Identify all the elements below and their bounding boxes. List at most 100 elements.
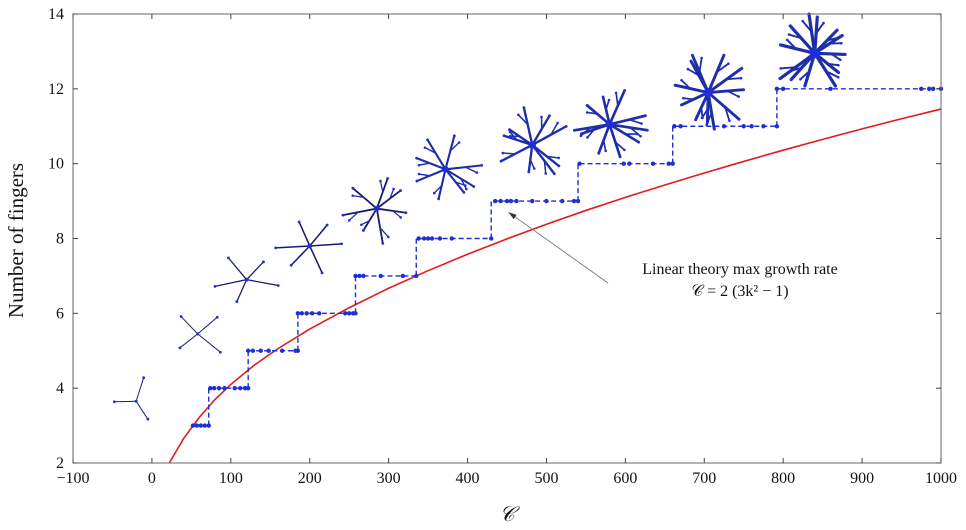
pattern-tip	[340, 242, 343, 246]
pattern-branch	[788, 66, 803, 73]
pattern-branch	[605, 99, 610, 111]
step-point	[222, 385, 227, 391]
pattern-branch	[433, 184, 443, 194]
step-point	[672, 124, 677, 129]
step-point	[449, 236, 454, 241]
step-point	[202, 423, 207, 428]
pattern-branch	[586, 111, 599, 115]
pattern-tip	[604, 149, 607, 153]
pattern-tip	[801, 19, 805, 23]
pattern-tip	[712, 127, 716, 131]
pattern-tip	[179, 315, 183, 318]
pattern-finger	[342, 207, 378, 217]
pattern-branch	[687, 68, 700, 77]
pattern-finger	[573, 123, 611, 132]
pattern-branch	[418, 162, 431, 166]
pattern-tip	[426, 138, 430, 142]
step-point	[530, 198, 535, 204]
pattern-tip	[472, 185, 476, 188]
pattern-tip	[517, 113, 520, 117]
step-point	[194, 423, 200, 428]
pattern-tip	[585, 104, 589, 107]
pattern-finger	[437, 168, 447, 200]
step-point	[353, 311, 358, 316]
pattern-finger	[522, 106, 534, 147]
step-point	[508, 198, 514, 204]
pattern-tip	[381, 241, 385, 245]
pattern-branch	[389, 188, 395, 200]
pattern-finger	[362, 207, 378, 232]
pattern-tip	[262, 260, 265, 264]
pattern-tip	[728, 119, 731, 123]
pattern-finger	[706, 91, 716, 131]
pattern-tip	[540, 115, 543, 119]
pattern-branch	[614, 141, 626, 151]
step-point	[429, 236, 435, 241]
pattern-tip	[843, 53, 847, 56]
pattern-tip	[682, 96, 685, 100]
pattern-tip	[399, 189, 402, 192]
pattern-finger	[778, 43, 817, 55]
pattern-finger	[690, 53, 710, 95]
pattern-tip	[404, 211, 408, 215]
pattern-tip	[347, 219, 351, 222]
pattern-branch	[543, 160, 547, 175]
pattern-finger	[444, 164, 483, 171]
pattern-branch	[517, 114, 529, 126]
pattern-tip	[325, 223, 329, 227]
step-point	[245, 385, 251, 391]
pattern-branch	[629, 126, 642, 138]
pattern-center	[244, 277, 249, 282]
step-point	[421, 236, 427, 241]
pattern-tip	[840, 34, 844, 37]
pattern-tip	[351, 194, 355, 197]
step-point	[437, 236, 443, 241]
pattern-branch	[424, 146, 437, 154]
y-axis-label: Number of fingers	[4, 163, 28, 318]
pattern-tip	[815, 15, 819, 19]
pattern-tip	[399, 216, 402, 219]
step-point	[425, 236, 431, 241]
step-point	[919, 86, 924, 92]
pattern-branch	[799, 70, 811, 81]
pattern-finger	[813, 51, 847, 57]
step-point	[400, 273, 406, 279]
pattern-branch	[602, 139, 607, 152]
pattern-tip	[779, 43, 782, 47]
pattern-tip	[415, 156, 419, 160]
pattern-12-fingers	[778, 12, 847, 88]
pattern-11-fingers	[673, 53, 745, 131]
step-point	[926, 86, 932, 92]
pattern-tip	[837, 75, 840, 79]
pattern-tip	[274, 246, 278, 250]
pattern-tip	[727, 62, 730, 66]
pattern-tip	[415, 179, 419, 183]
pattern-branch	[460, 178, 468, 190]
step-point	[498, 198, 503, 204]
pattern-tip	[235, 300, 239, 303]
pattern-finger	[375, 177, 389, 210]
x-tick-label: 1000	[925, 470, 957, 487]
pattern-tip	[213, 284, 217, 288]
pattern-tip	[417, 172, 421, 176]
pattern-tip	[785, 38, 789, 42]
step-point	[666, 161, 671, 166]
pattern-center	[134, 399, 138, 403]
pattern-finger	[608, 123, 640, 144]
pattern-finger	[789, 51, 817, 82]
pattern-tip	[437, 197, 441, 201]
pattern-tip	[585, 111, 589, 114]
pattern-finger	[531, 114, 551, 147]
pattern-branch	[546, 155, 560, 159]
pattern-center	[528, 141, 536, 149]
pattern-branch	[352, 195, 365, 198]
pattern-tip	[552, 172, 556, 176]
y-tick-label: 14	[48, 6, 64, 23]
pattern-finger	[585, 104, 611, 126]
step-point	[216, 385, 222, 391]
pattern-tip	[839, 41, 843, 45]
pattern-finger	[706, 91, 741, 121]
annotation-line-1: Linear theory max growth rate	[642, 261, 837, 278]
pattern-tip	[643, 114, 647, 118]
pattern-tip	[557, 156, 560, 160]
